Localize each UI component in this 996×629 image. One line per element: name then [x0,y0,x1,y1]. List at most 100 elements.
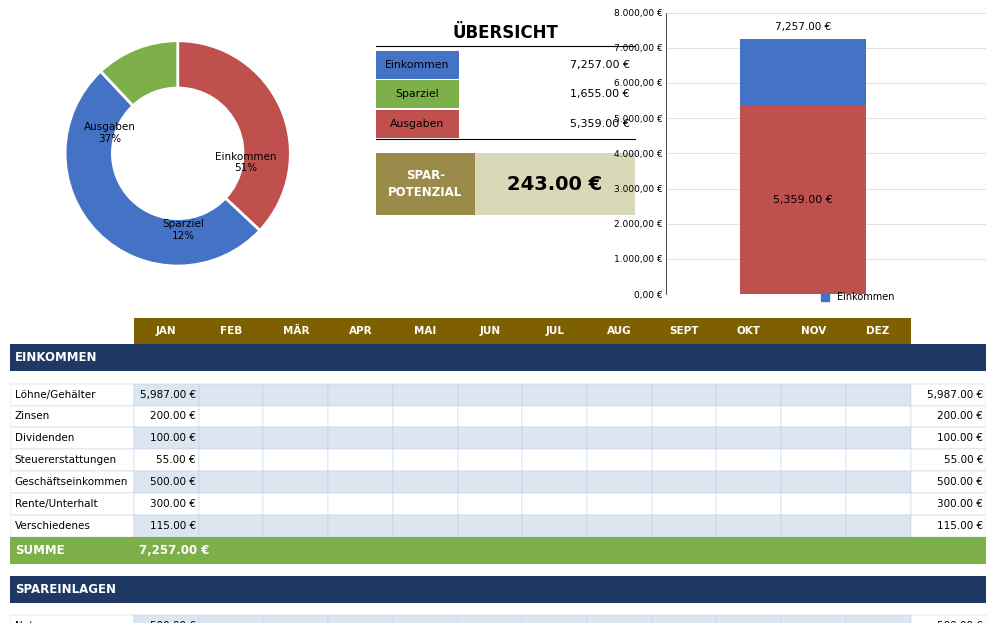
Bar [134,564,199,576]
Bar [199,428,263,450]
Bar [263,564,328,576]
Bar [263,615,328,629]
Text: OKT: OKT [737,326,761,336]
Bar [263,371,328,384]
Bar [328,615,392,629]
Text: 5,359.00 €: 5,359.00 € [773,195,833,205]
Bar [587,345,651,371]
Wedge shape [101,41,177,106]
Bar [781,450,846,471]
Text: 500.00 €: 500.00 € [150,477,196,487]
Bar [781,345,846,371]
Bar [522,384,587,406]
Bar [651,564,716,576]
Bar [263,471,328,493]
Bar [134,345,199,371]
Bar [376,109,459,138]
Bar [522,318,587,345]
Bar [587,450,651,471]
Bar [716,493,781,515]
Bar [134,493,199,515]
Text: DEZ: DEZ [867,326,889,336]
Bar [457,564,522,576]
Bar [376,153,474,215]
Bar [134,371,199,384]
Bar [263,428,328,450]
Text: NOV: NOV [801,326,826,336]
Bar [457,371,522,384]
Bar [846,603,910,615]
Text: Verschiedenes: Verschiedenes [15,521,91,532]
Text: 243.00 €: 243.00 € [507,175,603,194]
Bar [910,515,986,537]
Bar [716,345,781,371]
Bar [781,515,846,537]
Bar [716,406,781,428]
Bar [846,493,910,515]
Bar [910,318,986,345]
Bar [716,564,781,576]
Bar [781,564,846,576]
Bar [910,615,986,629]
Bar [199,371,263,384]
Bar [781,537,846,564]
Bar [134,615,199,629]
Bar [457,384,522,406]
Bar [199,345,263,371]
Bar [392,515,457,537]
Bar [716,450,781,471]
Bar [522,428,587,450]
Bar [328,471,392,493]
Bar [392,615,457,629]
Bar [651,428,716,450]
Bar [781,603,846,615]
Bar [392,371,457,384]
Bar [457,471,522,493]
Bar [263,406,328,428]
Bar [587,471,651,493]
Bar [10,564,134,576]
Text: JUL: JUL [545,326,564,336]
Bar [651,371,716,384]
Text: 7,257.00 €: 7,257.00 € [570,60,630,70]
Bar [716,537,781,564]
Bar [263,576,328,603]
Text: 55.00 €: 55.00 € [943,455,983,465]
Bar [910,576,986,603]
Bar [651,450,716,471]
Text: AUG: AUG [607,326,631,336]
Text: Geschäftseinkommen: Geschäftseinkommen [15,477,128,487]
Bar [457,603,522,615]
Text: Rente/Unterhalt: Rente/Unterhalt [15,499,98,509]
Bar [328,515,392,537]
Bar [846,576,910,603]
Bar [328,406,392,428]
Text: JUN: JUN [479,326,500,336]
Bar [392,384,457,406]
Bar [457,493,522,515]
Bar [392,564,457,576]
Text: 5,987.00 €: 5,987.00 € [139,389,196,399]
Text: FEB: FEB [220,326,242,336]
Bar [134,515,199,537]
Text: Ausgaben
37%: Ausgaben 37% [85,122,136,144]
Bar [716,384,781,406]
Bar [846,406,910,428]
Bar [328,537,392,564]
Bar [134,576,199,603]
Bar [199,471,263,493]
Bar [587,603,651,615]
Bar [457,615,522,629]
Bar [263,515,328,537]
Bar [328,603,392,615]
Bar [587,406,651,428]
Bar [587,493,651,515]
Bar [328,345,392,371]
Text: 500.00 €: 500.00 € [937,621,983,629]
Bar [781,384,846,406]
Bar [328,450,392,471]
Bar [846,384,910,406]
Text: 7,257.00 €: 7,257.00 € [775,21,831,31]
Text: JAN: JAN [156,326,176,336]
Bar [134,406,199,428]
